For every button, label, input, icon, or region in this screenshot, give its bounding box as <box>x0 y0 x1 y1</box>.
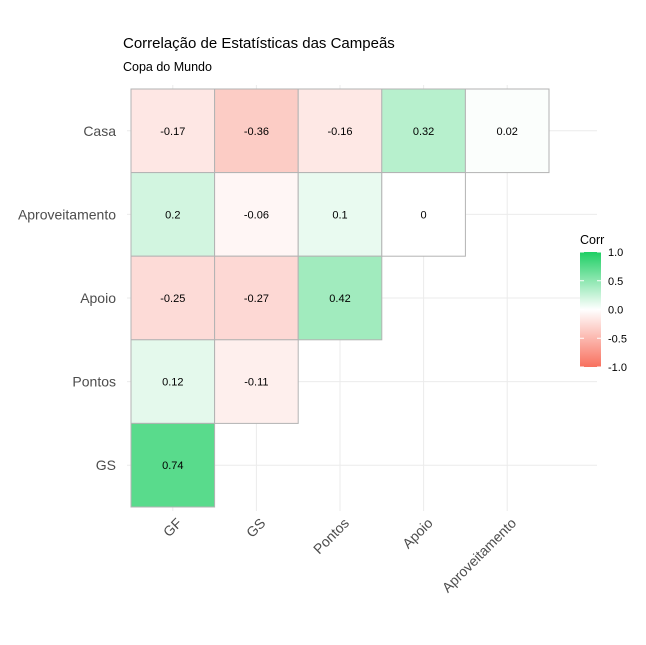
cell-value-label: 0 <box>421 209 427 221</box>
legend-colorbar <box>580 252 601 367</box>
cell-value-label: -0.11 <box>244 377 268 389</box>
y-axis-labels: Casa Aproveitamento Apoio Pontos GS <box>18 123 116 473</box>
chart-subtitle: Copa do Mundo <box>123 60 212 74</box>
cell-value-label: -0.06 <box>244 209 269 221</box>
chart-title: Correlação de Estatísticas das Campeãs <box>123 35 395 52</box>
heatmap-cell <box>214 255 299 341</box>
heatmap-cell <box>130 255 216 341</box>
legend-ticks: 1.0 0.5 0.0 -0.5 -1.0 <box>580 247 627 374</box>
legend-tick-label: 0.0 <box>608 305 623 317</box>
x-tick-label: Aproveitamento <box>439 515 520 596</box>
cell-value-label: 0.42 <box>329 293 350 305</box>
y-tick-label: Casa <box>83 123 116 139</box>
x-tick-label: GF <box>160 515 185 540</box>
color-legend: Corr 1.0 0.5 0.0 -0.5 -1.0 <box>580 233 627 374</box>
cell-value-label: -0.16 <box>327 126 352 138</box>
legend-tick-label: -1.0 <box>608 362 627 374</box>
heatmap-cell <box>297 255 383 341</box>
heatmap-cell <box>464 88 550 174</box>
cell-value-label: -0.25 <box>160 293 185 305</box>
cell-value-label: 0.2 <box>165 209 180 221</box>
cell-value-label: 0.1 <box>332 209 347 221</box>
heatmap-cell <box>130 339 216 424</box>
cell-value-label: 0.12 <box>162 377 183 389</box>
y-tick-label: Apoio <box>80 290 116 306</box>
x-tick-label: Apoio <box>399 515 436 552</box>
heatmap-cell <box>130 422 216 508</box>
cell-value-label: 0.74 <box>162 460 183 472</box>
legend-title: Corr <box>580 233 604 247</box>
heatmap-cell <box>130 172 216 257</box>
cell-value-label: 0.02 <box>496 126 517 138</box>
x-tick-label: GS <box>243 515 269 541</box>
y-tick-label: GS <box>96 457 116 473</box>
heatmap-cell <box>214 339 299 424</box>
heatmap-cell <box>297 172 383 257</box>
y-tick-label: Pontos <box>72 374 116 390</box>
x-tick-label: Pontos <box>310 515 352 557</box>
x-axis-labels: GF GS Pontos Apoio Aproveitamento <box>160 515 520 596</box>
cell-value-label: -0.36 <box>244 126 269 138</box>
legend-tick-label: 0.5 <box>608 276 623 288</box>
heatmap-cell <box>381 172 466 257</box>
heatmap-cell <box>381 88 466 174</box>
cell-value-label: -0.27 <box>244 293 269 305</box>
heatmap-tiles: -0.17 -0.36 -0.16 0.32 0.02 0.2 -0.06 0.1 0 -0.25… <box>130 88 550 508</box>
cell-value-label: -0.17 <box>160 126 185 138</box>
cell-value-label: 0.32 <box>413 126 434 138</box>
legend-tick-label: -0.5 <box>608 333 627 345</box>
y-tick-label: Aproveitamento <box>18 206 116 222</box>
legend-tick-label: 1.0 <box>608 247 623 259</box>
